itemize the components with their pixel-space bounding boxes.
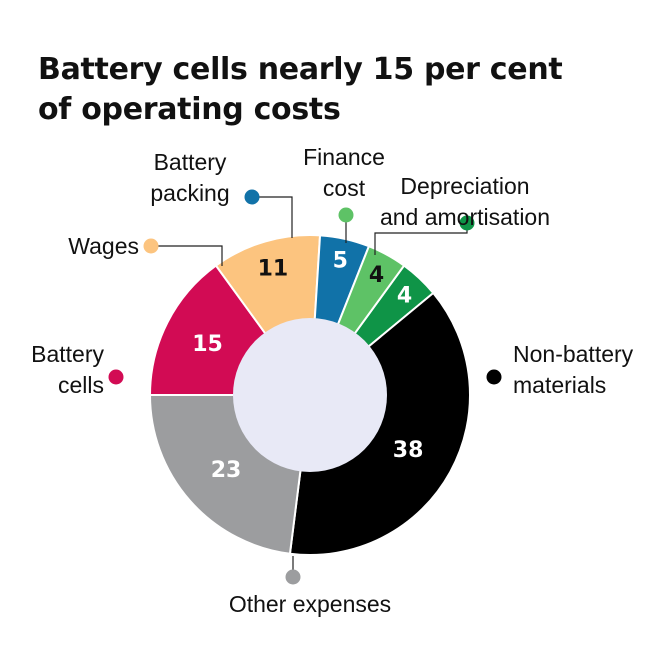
category-label-depreciation-and-amortisation: Depreciation and amortisation (380, 173, 550, 230)
marker-dot-other-expenses (285, 569, 301, 585)
value-label-non-battery-materials: 38 (393, 438, 424, 463)
chart-title: Battery cells nearly 15 per cent of oper… (38, 50, 638, 130)
chart-title-line-2: of operating costs (38, 92, 341, 127)
category-label-non-battery-materials: Non-battery materials (513, 341, 634, 398)
category-label-other-expenses: Other expenses (229, 591, 391, 617)
leader-line-wages (151, 245, 223, 266)
leader-line-battery-packing (252, 196, 293, 238)
category-label-battery-cells: Battery cells (31, 341, 104, 398)
marker-dot-finance-cost (338, 207, 354, 223)
value-label-battery-cells: 15 (192, 332, 223, 357)
value-label-other-expenses: 23 (211, 458, 242, 483)
callouts (108, 189, 502, 585)
value-label-finance-cost: 4 (369, 263, 384, 288)
category-label-finance-cost: Finance cost (303, 144, 385, 201)
marker-dot-battery-packing (244, 189, 260, 205)
marker-dot-non-battery-materials (486, 369, 502, 385)
category-label-wages: Wages (68, 233, 139, 259)
value-label-battery-packing: 5 (333, 248, 348, 273)
category-label-battery-packing: Battery packing (150, 149, 229, 206)
category-labels: Depreciation and amortisation Non-battery m… (31, 144, 634, 617)
value-label-wages: 11 (258, 256, 289, 281)
marker-dot-depreciation-and-amortisation (459, 215, 475, 231)
chart-title-line-1: Battery cells nearly 15 per cent (38, 52, 563, 87)
marker-dot-wages (143, 238, 159, 254)
value-label-depreciation-and-amortisation: 4 (397, 283, 412, 308)
donut-center (233, 318, 387, 472)
marker-dot-battery-cells (108, 369, 124, 385)
